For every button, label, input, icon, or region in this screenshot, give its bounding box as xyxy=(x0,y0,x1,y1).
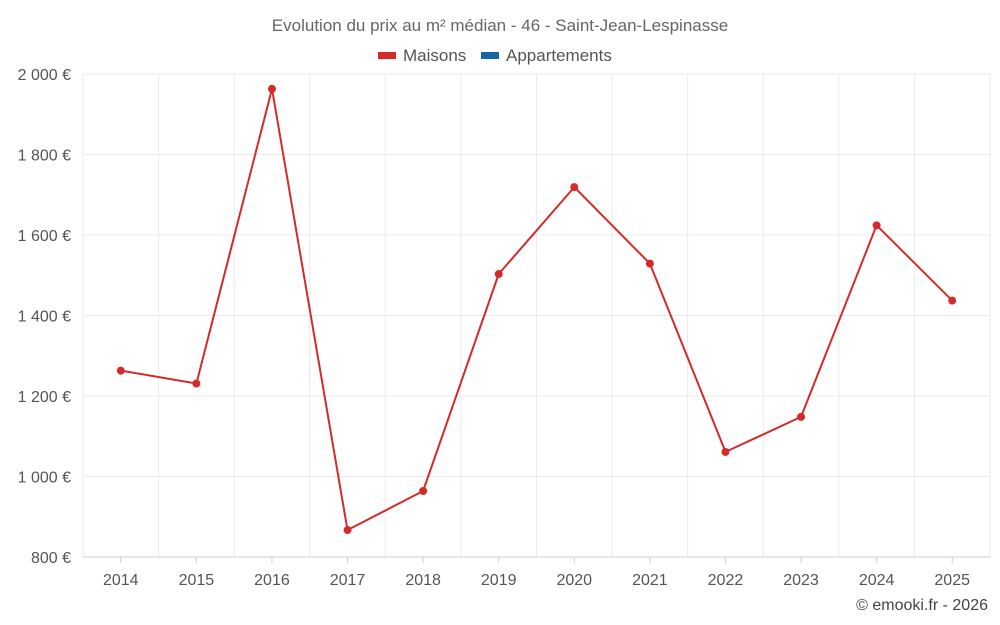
legend-swatch-maisons xyxy=(378,52,396,59)
x-tick-label: 2024 xyxy=(859,572,895,589)
y-tick-label: 1 600 € xyxy=(18,228,71,245)
legend-item-appartements[interactable]: Appartements xyxy=(481,46,612,65)
data-point-maisons[interactable] xyxy=(645,259,654,268)
legend-swatch-appartements xyxy=(481,52,499,59)
x-tick-label: 2025 xyxy=(934,572,970,589)
x-tick-label: 2019 xyxy=(481,572,517,589)
x-gridlines xyxy=(82,74,991,557)
data-point-maisons[interactable] xyxy=(192,379,201,388)
chart-title: Evolution du prix au m² médian - 46 - Sa… xyxy=(272,16,728,35)
x-tick-label: 2018 xyxy=(405,572,441,589)
legend-label-appartements: Appartements xyxy=(506,46,612,65)
data-point-maisons[interactable] xyxy=(343,526,352,535)
y-tick-label: 1 400 € xyxy=(18,309,71,326)
credit-text: © emooki.fr - 2026 xyxy=(856,597,988,614)
y-tick-label: 800 € xyxy=(31,550,71,567)
y-axis-ticks: 800 € 1 000 € 1 200 € 1 400 € 1 600 € 1 800 €… xyxy=(18,67,71,567)
x-tick-label: 2021 xyxy=(632,572,668,589)
data-point-maisons[interactable] xyxy=(419,486,428,495)
y-tick-label: 2 000 € xyxy=(18,67,71,84)
x-tick-label: 2022 xyxy=(708,572,744,589)
data-point-maisons[interactable] xyxy=(872,221,881,230)
data-point-maisons[interactable] xyxy=(267,84,276,93)
y-tick-label: 1 800 € xyxy=(18,148,71,165)
data-point-maisons[interactable] xyxy=(116,366,125,375)
legend: Maisons Appartements xyxy=(378,46,612,65)
data-point-maisons[interactable] xyxy=(721,447,730,456)
data-point-maisons[interactable] xyxy=(797,412,806,421)
x-axis-ticks: 2014 2015 2016 2017 2018 2019 2020 2021 2022 2023… xyxy=(103,557,970,589)
y-tick-label: 1 200 € xyxy=(18,389,71,406)
x-tick-label: 2016 xyxy=(254,572,290,589)
data-point-maisons[interactable] xyxy=(494,270,503,279)
x-tick-label: 2015 xyxy=(179,572,215,589)
data-point-maisons[interactable] xyxy=(948,296,957,305)
x-tick-label: 2017 xyxy=(330,572,366,589)
x-tick-label: 2023 xyxy=(783,572,819,589)
series-line-maisons xyxy=(120,87,953,531)
legend-item-maisons[interactable]: Maisons xyxy=(378,46,466,65)
x-tick-label: 2014 xyxy=(103,572,139,589)
series-layer xyxy=(116,84,957,535)
x-tick-label: 2020 xyxy=(556,572,592,589)
y-tick-label: 1 000 € xyxy=(18,470,71,487)
legend-label-maisons: Maisons xyxy=(403,46,466,65)
data-point-maisons[interactable] xyxy=(570,183,579,192)
